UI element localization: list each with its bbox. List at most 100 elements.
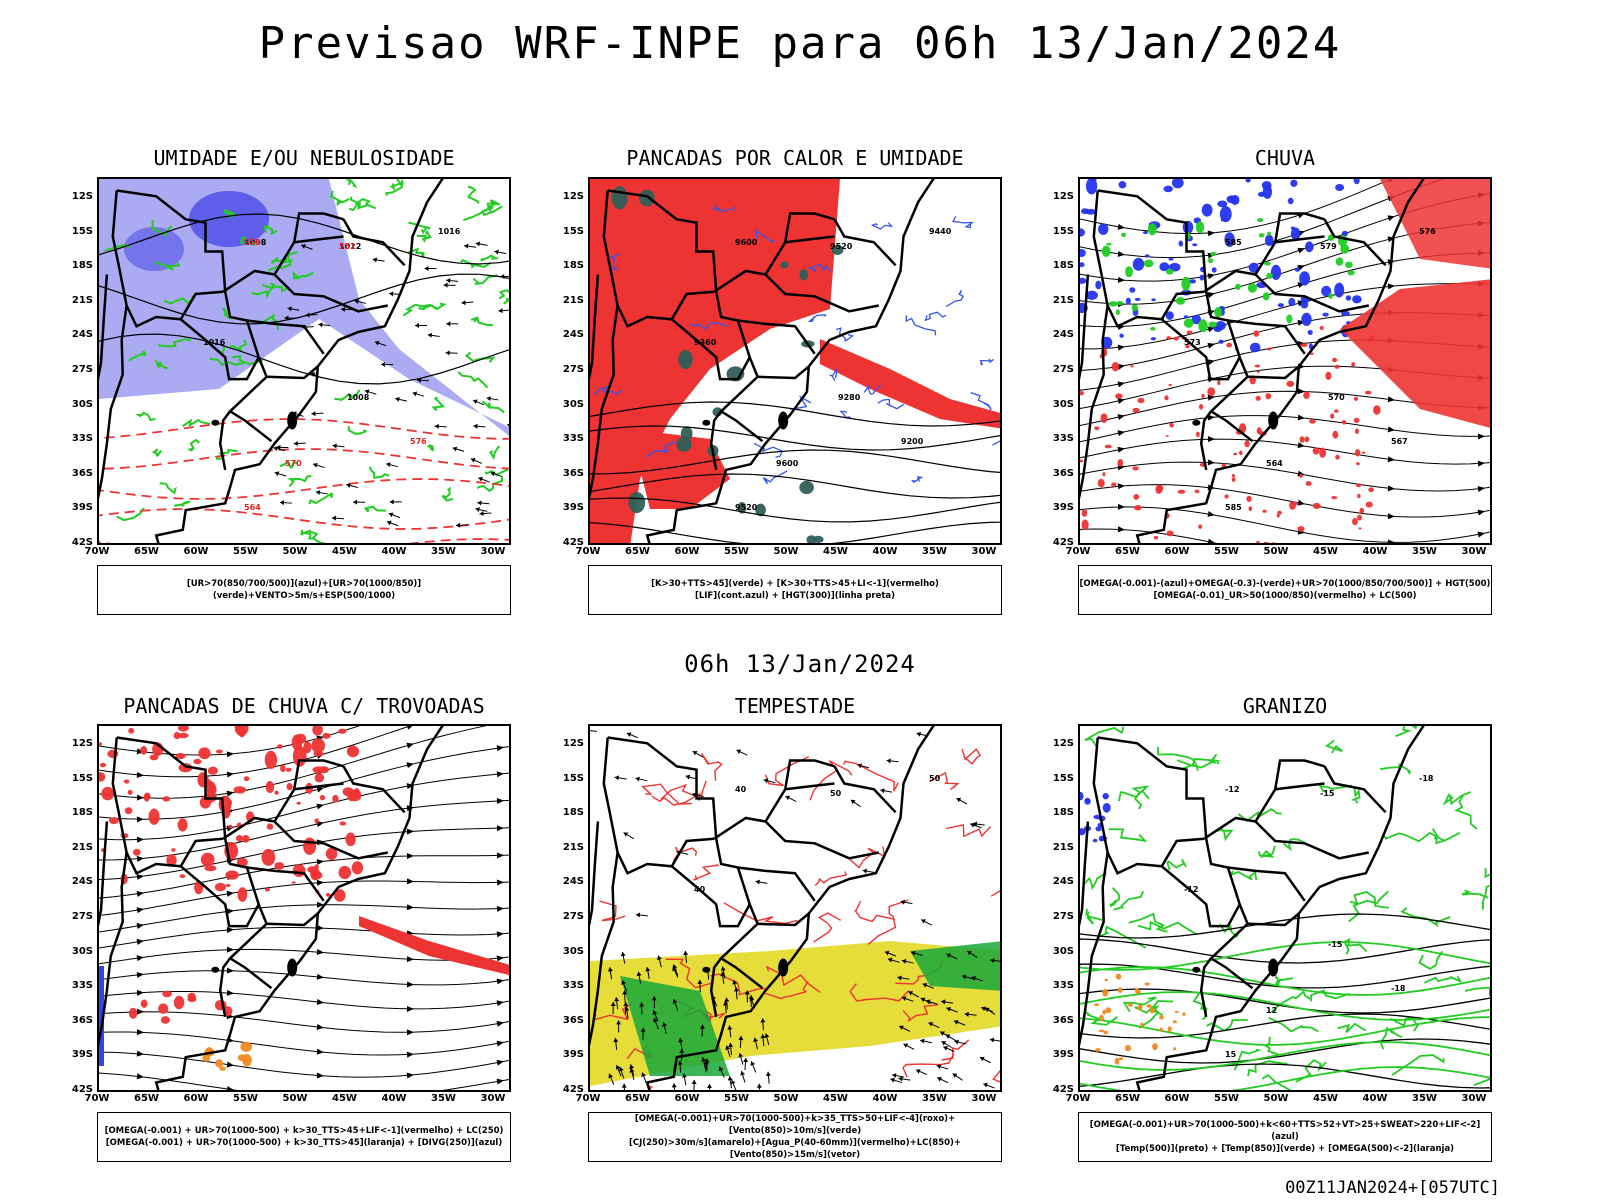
latitude-label: 12S <box>562 738 584 749</box>
map-contour-label: 1008 <box>244 238 267 247</box>
map-contour-label: 1012 <box>339 242 361 251</box>
map-contour-label: -18 <box>1391 984 1406 993</box>
longitude-label: 55W <box>233 1093 258 1104</box>
longitude-label: 40W <box>872 1093 898 1104</box>
panel-6-map: -12 -15 -18 -12 -15 -18 12 15 <box>1078 724 1492 1092</box>
latitude-label: 18S <box>71 260 93 272</box>
panel-3-map: 585 579 576 573 570 567 564 585 <box>1078 177 1492 545</box>
map-contour-label: 40 <box>694 885 706 894</box>
map-contour-label: 50 <box>929 774 941 783</box>
latitude-label: 42S <box>71 1084 93 1095</box>
map-contour-label: 573 <box>1184 338 1201 347</box>
latitude-label: 30S <box>1052 945 1074 957</box>
latitude-label: 30S <box>562 945 584 957</box>
panel-1-map: 1008 1012 1016 1016 1008 576 570 564 558 552 <box>97 177 511 545</box>
map-contour-label: 9280 <box>838 393 861 402</box>
longitude-label: 50W <box>1263 546 1289 557</box>
latitude-label: 33S <box>71 433 93 445</box>
map-contour-label: 564 <box>244 503 261 512</box>
map-contour-label: 564 <box>1266 459 1283 468</box>
longitude-label: 55W <box>724 1093 749 1104</box>
latitude-label: 39S <box>1052 502 1074 514</box>
longitude-label: 65W <box>625 546 650 557</box>
map-contour-label: -12 <box>1184 885 1198 894</box>
latitude-label: 18S <box>1052 260 1074 272</box>
longitude-label: 40W <box>1362 546 1388 557</box>
latitude-label: 30S <box>71 945 93 957</box>
longitude-label: 65W <box>134 546 159 557</box>
panel-4-legend: [OMEGA(-0.001) + UR>70(1000-500) + k>30_… <box>97 1112 511 1162</box>
latitude-label: 36S <box>562 1014 584 1026</box>
latitude-label: 27S <box>562 911 584 922</box>
longitude-label: 40W <box>381 1093 407 1104</box>
map-contour-label: 1016 <box>203 338 226 347</box>
longitude-label: 70W <box>575 1093 601 1104</box>
longitude-label: 55W <box>233 546 258 557</box>
latitude-label: 39S <box>71 1049 93 1061</box>
longitude-label: 30W <box>1461 546 1487 557</box>
longitude-label: 60W <box>1164 1093 1190 1104</box>
longitude-label: 35W <box>1412 546 1437 557</box>
map-contour-label: 1008 <box>347 393 370 402</box>
latitude-label: 33S <box>562 980 584 992</box>
legend-line: [OMEGA(-0.001) + UR>70(1000-500) + k>30_… <box>105 1138 503 1148</box>
panel-4-title: PANCADAS DE CHUVA C/ TROVOADAS <box>123 694 485 718</box>
latitude-label: 42S <box>1052 1084 1074 1095</box>
legend-line: [UR>70(850/700/500)](azul)+[UR>70(1000/8… <box>186 579 422 601</box>
map-contour-label: 40 <box>735 785 747 794</box>
longitude-label: 70W <box>84 546 110 557</box>
panel-5-map: 40 50 50 40 <box>588 724 1002 1092</box>
longitude-label: 55W <box>724 546 749 557</box>
longitude-label: 40W <box>872 546 898 557</box>
map-contour-label: 9440 <box>929 227 952 236</box>
longitude-label: 35W <box>431 546 456 557</box>
page-title: Previsao WRF-INPE para 06h 13/Jan/2024 <box>258 18 1342 69</box>
longitude-label: 35W <box>922 1093 947 1104</box>
latitude-label: 18S <box>1052 807 1074 819</box>
longitude-label: 60W <box>183 546 209 557</box>
latitude-label: 33S <box>71 980 93 992</box>
panel-5-legend: [OMEGA(-0.001)+UR>70(1000-500)+k>35_TTS>… <box>588 1112 1002 1162</box>
longitude-label: 35W <box>431 1093 456 1104</box>
latitude-label: 42S <box>562 1084 584 1095</box>
latitude-label: 33S <box>1052 980 1074 992</box>
latitude-label: 12S <box>71 738 93 749</box>
legend-line: [K>30+TTS>45](verde) + [K>30+TTS>45+LI<-… <box>651 579 939 589</box>
latitude-label: 24S <box>562 876 584 888</box>
panel-1-legend: [UR>70(850/700/500)](azul)+[UR>70(1000/8… <box>97 565 511 615</box>
legend-line: [OMEGA(-0.001) + UR>70(1000-500) + k>30_… <box>104 1126 504 1136</box>
latitude-label: 39S <box>562 1049 584 1061</box>
latitude-label: 27S <box>1052 364 1074 375</box>
latitude-label: 24S <box>562 329 584 341</box>
longitude-label: 40W <box>381 546 407 557</box>
latitude-label: 42S <box>71 537 93 548</box>
map-contour-label: 9200 <box>901 437 924 446</box>
latitude-label: 15S <box>71 772 93 784</box>
latitude-label: 36S <box>71 1014 93 1026</box>
map-contour-label: 9520 <box>830 242 853 251</box>
longitude-label: 35W <box>922 546 947 557</box>
latitude-label: 24S <box>71 329 93 341</box>
latitude-label: 15S <box>1052 225 1074 237</box>
latitude-label: 15S <box>562 225 584 237</box>
longitude-label: 65W <box>1115 546 1140 557</box>
longitude-label: 65W <box>1115 1093 1140 1104</box>
latitude-label: 33S <box>1052 433 1074 445</box>
panel-2-title: PANCADAS POR CALOR E UMIDADE <box>626 146 964 170</box>
legend-line: [LIF](cont.azul) + [HGT(300)](linha pret… <box>694 591 896 601</box>
latitude-label: 21S <box>562 841 584 853</box>
latitude-label: 18S <box>562 807 584 819</box>
longitude-label: 60W <box>1164 546 1190 557</box>
latitude-label: 27S <box>562 364 584 375</box>
latitude-label: 33S <box>562 433 584 445</box>
longitude-label: 60W <box>674 546 700 557</box>
longitude-label: 30W <box>971 546 997 557</box>
map-contour-label: 50 <box>830 789 842 798</box>
map-contour-label: 9520 <box>735 503 758 512</box>
longitude-label: 70W <box>1065 546 1091 557</box>
longitude-label: 50W <box>282 546 308 557</box>
latitude-label: 21S <box>562 294 584 306</box>
longitude-label: 65W <box>134 1093 159 1104</box>
legend-line: [OMEGA(-0.001)+UR>70(1000-500)+k<60+TTS>… <box>1089 1120 1481 1142</box>
latitude-label: 39S <box>71 502 93 514</box>
